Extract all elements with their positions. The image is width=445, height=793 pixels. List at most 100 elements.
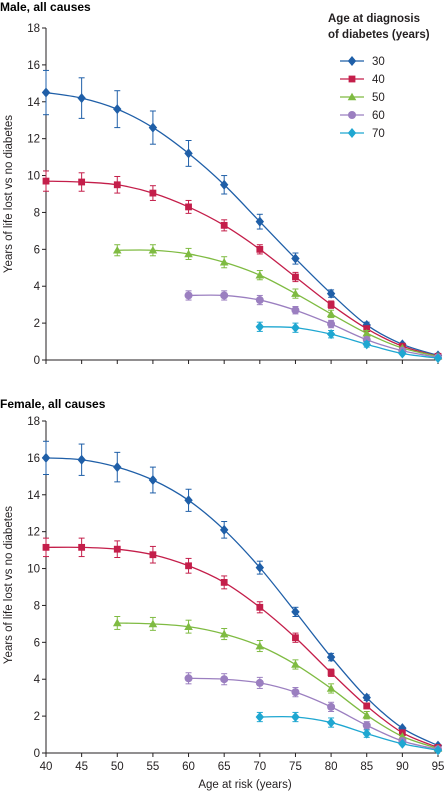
female-point-30 [326,652,336,663]
male-y-tick-label: 2 [34,318,40,330]
legend-title-line2: of diabetes (years) [328,29,430,41]
female-point-40 [185,562,192,570]
legend-marker-60 [348,111,356,119]
female-point-40 [327,669,335,677]
female-point-70 [362,728,371,739]
female-point-70 [398,738,407,749]
x-axis-title: Age at risk (years) [198,779,291,791]
male-point-70 [398,348,407,359]
female-point-40 [220,578,228,586]
female-point-50 [326,684,336,692]
female-y-tick-label: 6 [34,637,40,649]
legend-marker-30 [347,56,357,66]
female-series-50 [112,616,443,752]
male-point-40 [220,221,228,229]
male-point-40 [113,181,121,189]
female-x-tick-label: 60 [182,761,195,773]
female-y-tick-label: 10 [27,564,40,576]
female-point-60 [255,678,264,687]
female-point-30 [77,454,86,465]
male-point-50 [184,249,193,258]
female-point-60 [327,702,336,711]
male-y-tick-label: 4 [34,281,41,293]
female-series-line-30 [45,457,439,747]
female-y-axis-title: Years of life lost vs no diabetes [3,506,15,664]
female-series-40 [42,537,442,751]
female-point-30 [113,462,122,473]
female-point-60 [362,721,371,730]
male-point-40 [185,203,192,211]
female-x-tick-label: 50 [111,761,124,773]
male-point-60 [255,296,264,305]
male-point-40 [149,189,157,197]
female-x-tick-label: 45 [75,761,88,773]
female-point-30 [255,562,265,573]
male-y-tick-label: 18 [27,23,40,35]
male-y-tick-label: 12 [27,134,40,146]
male-point-30 [41,87,51,98]
female-series-line-40 [45,546,439,749]
male-point-60 [327,320,336,329]
female-x-tick-label: 90 [396,761,409,773]
female-x-tick-label: 40 [40,761,53,773]
legend-marker-50 [347,92,357,101]
male-point-50 [255,270,265,279]
female-point-50 [148,619,158,628]
legend-label-50: 50 [372,92,385,104]
female-point-70 [255,712,265,723]
male-point-30 [184,148,193,159]
female-panel-title: Female, all causes [0,397,106,411]
male-point-70 [433,353,443,364]
male-y-tick-label: 6 [34,244,40,256]
female-point-30 [219,524,229,535]
male-y-tick-label: 16 [27,60,40,72]
female-x-tick-label: 70 [253,761,266,773]
male-point-30 [255,216,265,227]
female-point-70 [433,745,443,756]
female-series-70 [255,711,443,756]
female-point-50 [112,618,122,627]
female-point-50 [362,710,372,719]
female-point-40 [363,702,371,710]
male-point-30 [219,179,229,190]
female-y-tick-label: 2 [34,711,40,723]
male-point-30 [291,253,300,264]
female-point-60 [291,688,300,697]
male-y-tick-label: 0 [34,355,40,367]
male-point-50 [291,289,300,297]
female-y-tick-label: 0 [34,748,40,760]
female-point-30 [291,606,300,617]
legend-label-40: 40 [372,74,385,86]
male-point-50 [219,257,229,266]
female-series-60 [184,672,442,754]
female-x-tick-label: 75 [289,761,302,773]
male-point-70 [362,339,371,350]
female-series-30 [41,440,443,751]
male-point-40 [256,245,264,253]
male-point-50 [326,309,336,318]
legend-title-line1: Age at diagnosis [328,13,420,25]
legend-label-70: 70 [372,128,385,140]
female-point-40 [113,545,121,553]
female-point-70 [326,717,336,728]
male-panel-title: Male, all causes [0,0,91,14]
female-y-tick-label: 16 [27,453,40,465]
male-y-axis-title: Years of life lost vs no diabetes [3,115,15,273]
female-point-40 [256,603,264,611]
male-point-60 [291,306,300,315]
female-point-30 [362,692,371,703]
male-point-40 [292,273,299,281]
male-point-40 [327,301,335,309]
female-y-tick-label: 14 [27,490,40,502]
legend-label-60: 60 [372,110,385,122]
female-point-40 [42,543,50,551]
male-point-30 [113,104,122,115]
female-point-30 [41,452,51,463]
female-point-50 [184,622,193,630]
female-point-40 [292,634,299,642]
female-point-30 [184,495,193,506]
male-point-70 [326,329,336,340]
female-x-tick-label: 55 [147,761,160,773]
male-y-tick-label: 8 [34,207,40,219]
female-point-40 [78,543,86,551]
